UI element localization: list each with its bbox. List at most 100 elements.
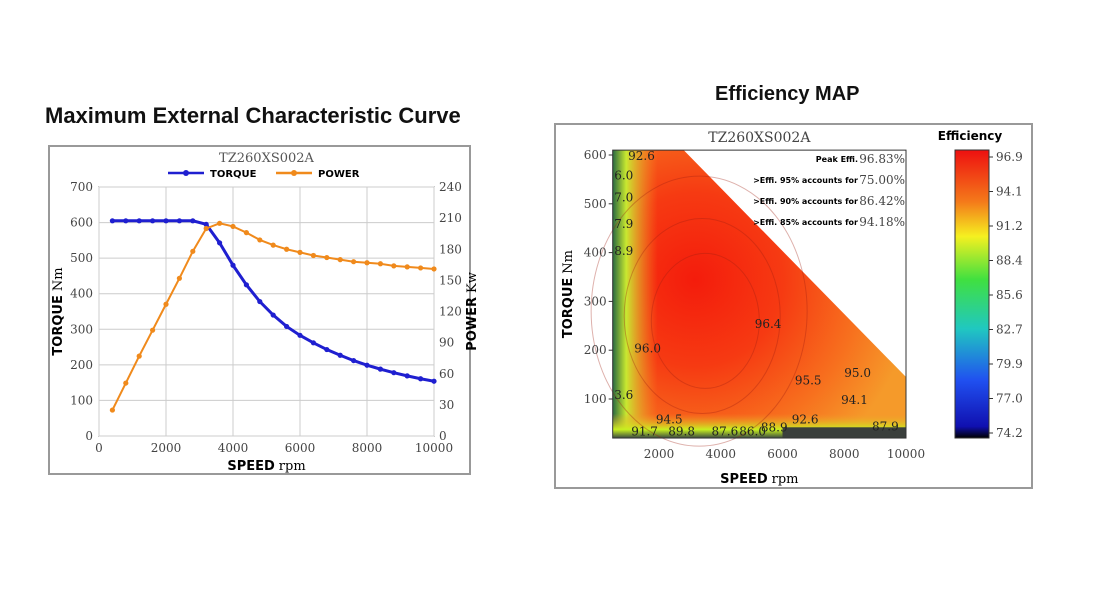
contour-label: 91.7 [631, 425, 658, 439]
y-tick-label: 500 [70, 251, 93, 265]
y-axis-label: TORQUENm [561, 250, 576, 338]
data-point-power [109, 407, 115, 413]
x-tick-label: 0 [95, 441, 103, 455]
legend-marker [291, 170, 297, 176]
y-tick-label: 0 [85, 429, 93, 443]
y-tick-label: 600 [70, 216, 93, 230]
contour-label: 86.0 [739, 425, 766, 439]
stat-label: Peak Effi. [816, 155, 858, 164]
stat-label: >Effi. 95% accounts for [753, 176, 858, 185]
y-tick-label: 200 [584, 343, 607, 357]
legend-label: POWER [318, 169, 360, 180]
data-point-power [284, 246, 290, 252]
legend-marker [183, 170, 189, 176]
x-tick-label: 2000 [644, 447, 675, 461]
data-point-power [230, 223, 236, 230]
contour-label: 96.4 [755, 317, 782, 331]
y-tick-label: 300 [584, 294, 607, 308]
contour-line [590, 175, 808, 447]
colorbar-tick-label: 94.1 [996, 185, 1023, 199]
y-tick-label: 100 [584, 392, 607, 406]
data-point-torque [163, 218, 169, 224]
y2-tick-label: 0 [439, 429, 447, 443]
y2-tick-label: 120 [439, 305, 462, 319]
data-point-power [136, 353, 142, 359]
data-point-torque [404, 373, 410, 379]
contour-label: 96.0 [634, 342, 661, 356]
contour-label: 3.6 [614, 388, 633, 402]
low-speed-region [612, 150, 658, 439]
data-point-power [377, 261, 383, 267]
stat-label: >Effi. 85% accounts for [753, 218, 858, 227]
data-point-torque [217, 240, 223, 246]
data-point-power [337, 257, 343, 263]
data-point-torque [243, 282, 249, 288]
plot-area [98, 186, 435, 437]
data-point-power [324, 254, 330, 261]
x-tick-label: 2000 [151, 441, 182, 455]
data-point-torque [190, 218, 196, 224]
data-point-power [431, 266, 437, 272]
data-point-torque [257, 298, 263, 305]
stat-label: >Effi. 90% accounts for [753, 197, 858, 206]
left-heading: Maximum External Characteristic Curve [45, 103, 461, 128]
contour-label: 87.6 [711, 425, 738, 439]
data-point-torque [203, 221, 209, 227]
data-point-torque [351, 357, 357, 364]
efficiency-surface [612, 150, 906, 439]
colorbar-title: Efficiency [938, 129, 1003, 143]
data-point-torque [431, 378, 437, 384]
colorbar-tick-label: 82.7 [996, 323, 1023, 337]
stat-value: 75.00% [859, 173, 905, 187]
x-axis-label: SPEED rpm [227, 459, 305, 474]
colorbar-tick-label: 88.4 [996, 254, 1023, 268]
stat-value: 94.18% [859, 215, 905, 229]
data-point-power [418, 265, 424, 271]
contour-label: 94.1 [841, 393, 868, 407]
x-tick-label: 6000 [285, 441, 316, 455]
data-point-torque [310, 340, 316, 346]
x-tick-label: 8000 [829, 447, 860, 461]
colorbar-tick-label: 91.2 [996, 219, 1023, 233]
x-axis-label: SPEED rpm [720, 472, 798, 487]
data-point-torque [364, 362, 370, 368]
chart-title: TZ260XS002A [219, 151, 314, 166]
x-tick-label: 8000 [352, 441, 383, 455]
y2-axis-label: POWERKw [465, 272, 480, 351]
contour-label: 7.9 [614, 217, 633, 231]
y2-tick-label: 150 [439, 273, 462, 287]
contour-line [650, 252, 760, 389]
data-point-power [163, 301, 169, 307]
data-point-torque [109, 218, 115, 224]
y2-tick-label: 30 [439, 398, 454, 412]
data-point-torque [391, 370, 397, 376]
y-axis-label: TORQUENm [51, 267, 66, 355]
y2-tick-label: 210 [439, 211, 462, 225]
x-tick-label: 4000 [218, 441, 249, 455]
plot-area [612, 149, 907, 439]
data-point-power [176, 275, 182, 281]
x-tick-label: 6000 [767, 447, 798, 461]
data-point-power [310, 252, 316, 259]
colorbar-tick-label: 74.2 [996, 426, 1023, 440]
data-point-power [404, 264, 410, 270]
contour-label: 87.9 [872, 420, 899, 434]
colorbar [954, 149, 990, 439]
y2-tick-label: 60 [439, 367, 454, 381]
y-tick-label: 400 [70, 287, 93, 301]
data-point-torque [270, 312, 276, 318]
contour-line [623, 218, 781, 415]
data-point-torque [324, 346, 330, 353]
data-point-power [243, 230, 249, 236]
data-point-power [190, 248, 196, 254]
right-heading: Efficiency MAP [715, 83, 860, 105]
y-tick-label: 200 [70, 358, 93, 372]
data-point-power [257, 237, 263, 243]
data-point-power [203, 225, 209, 232]
y-tick-label: 400 [584, 246, 607, 260]
chart-title: TZ260XS002A [708, 130, 811, 146]
data-point-torque [418, 376, 424, 382]
data-point-torque [377, 366, 383, 372]
colorbar-tick-label: 96.9 [996, 150, 1023, 164]
